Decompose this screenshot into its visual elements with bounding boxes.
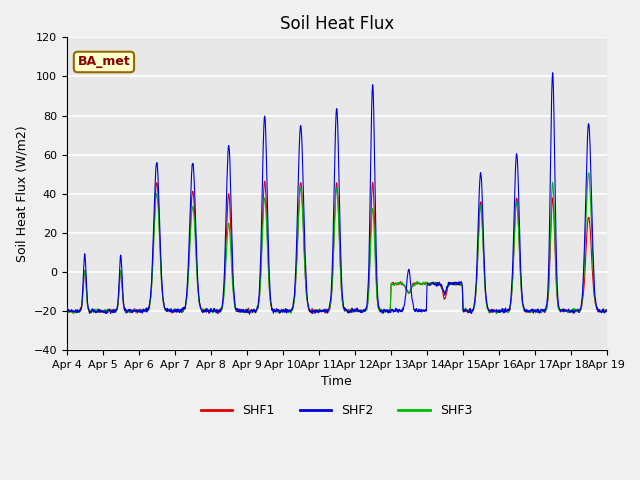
Y-axis label: Soil Heat Flux (W/m2): Soil Heat Flux (W/m2) xyxy=(15,125,28,262)
X-axis label: Time: Time xyxy=(321,375,352,388)
Text: BA_met: BA_met xyxy=(77,56,131,69)
Legend: SHF1, SHF2, SHF3: SHF1, SHF2, SHF3 xyxy=(196,399,477,422)
Title: Soil Heat Flux: Soil Heat Flux xyxy=(280,15,394,33)
